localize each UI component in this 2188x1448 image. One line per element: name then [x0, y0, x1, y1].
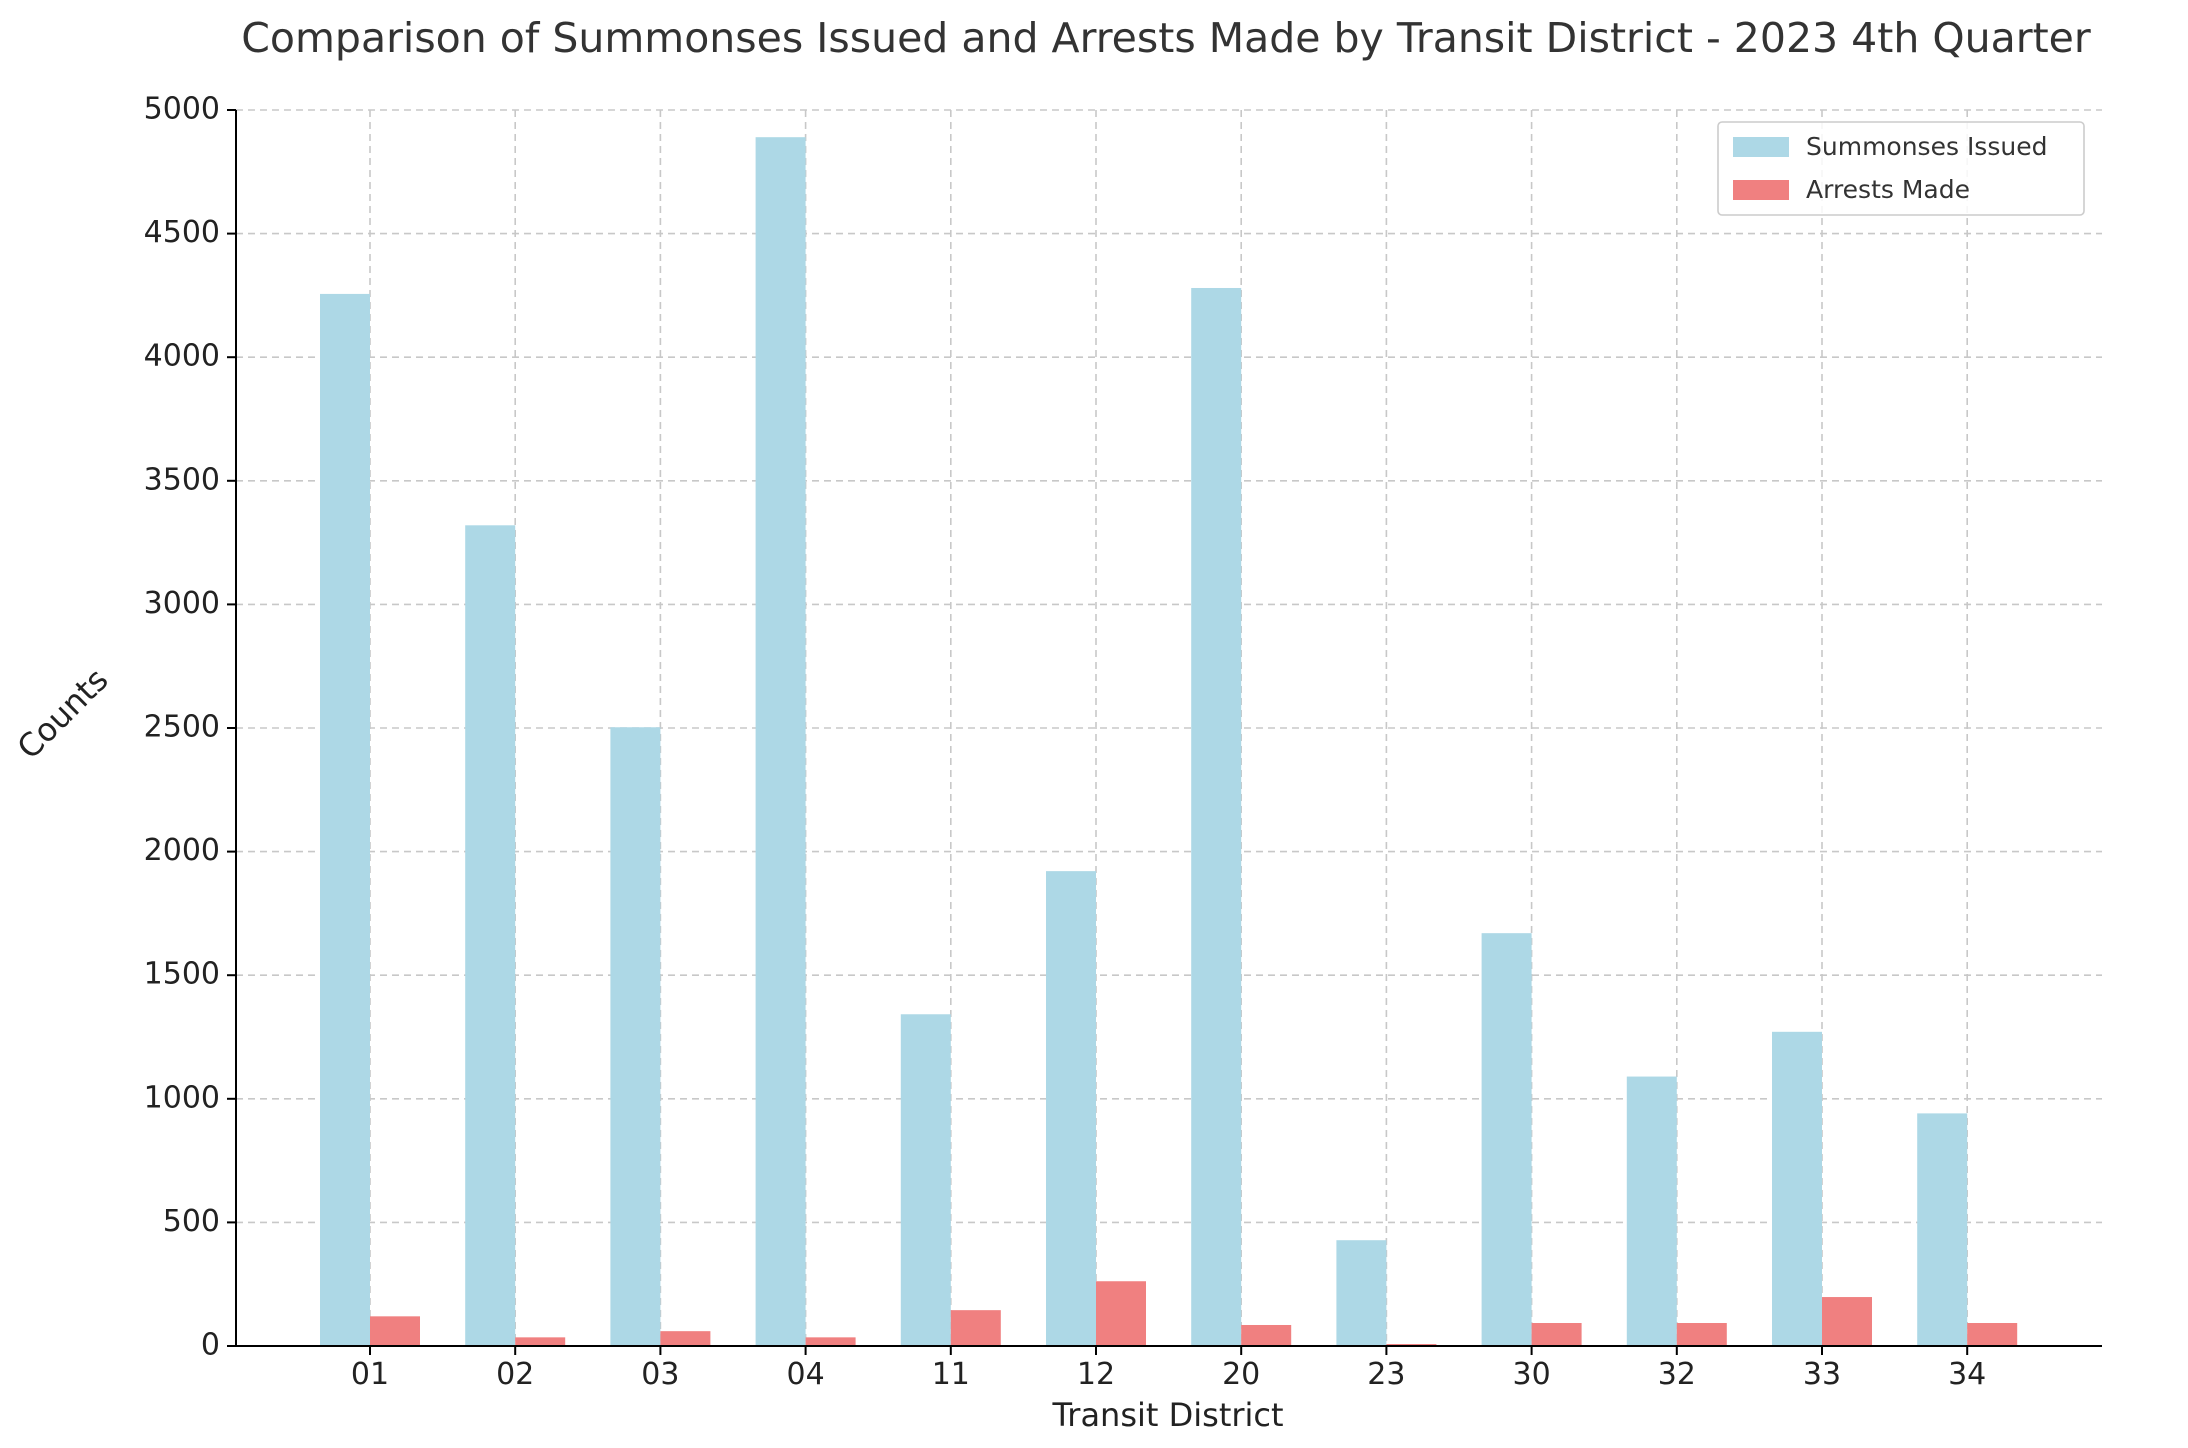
legend-swatch-summonses — [1733, 137, 1789, 157]
bar-summonses-34 — [1917, 1113, 1968, 1346]
bar-arrests-20 — [1241, 1324, 1292, 1346]
y-tick-label-8: 4000 — [144, 339, 220, 374]
legend: Summonses Issued Arrests Made — [1717, 121, 2085, 216]
y-tick-label-0: 0 — [201, 1328, 220, 1363]
bar-arrests-11 — [950, 1310, 1001, 1346]
bar-arrests-33 — [1822, 1297, 1872, 1346]
bar-arrests-30 — [1531, 1323, 1582, 1346]
bar-summonses-23 — [1336, 1240, 1387, 1346]
y-tick-label-6: 3000 — [144, 586, 220, 621]
bar-arrests-34 — [1967, 1323, 2018, 1346]
y-tick-label-7: 3500 — [144, 462, 220, 497]
x-axis-label: Transit District — [1051, 1396, 1283, 1434]
y-tick-label-9: 4500 — [144, 215, 220, 250]
chart-title: Comparison of Summonses Issued and Arres… — [241, 14, 2091, 62]
x-tick-label-23: 23 — [1367, 1357, 1405, 1392]
bar-arrests-02 — [515, 1337, 566, 1346]
bar-summonses-03 — [610, 727, 661, 1346]
y-tick-label-2: 1000 — [144, 1080, 220, 1115]
x-tick-label-12: 12 — [1077, 1357, 1115, 1392]
bar-summonses-11 — [900, 1014, 951, 1346]
bar-summonses-30 — [1481, 933, 1532, 1346]
x-tick-label-04: 04 — [787, 1357, 825, 1392]
bar-summonses-32 — [1626, 1076, 1677, 1346]
bar-summonses-01 — [320, 293, 370, 1347]
bars-group — [320, 137, 2018, 1347]
bar-summonses-02 — [465, 525, 516, 1346]
bar-summonses-20 — [1191, 287, 1242, 1346]
x-tick-label-33: 33 — [1803, 1357, 1841, 1392]
x-tick-label-03: 03 — [641, 1357, 679, 1392]
y-tick-label-4: 2000 — [144, 833, 220, 868]
legend-label-arrests: Arrests Made — [1806, 175, 1970, 204]
bar-arrests-04 — [805, 1337, 856, 1346]
bar-arrests-32 — [1676, 1323, 1727, 1346]
x-tick-label-32: 32 — [1658, 1357, 1696, 1392]
bar-summonses-33 — [1772, 1031, 1822, 1346]
legend-box — [1717, 121, 2085, 216]
y-tick-label-1: 500 — [163, 1204, 220, 1239]
legend-swatch-arrests — [1733, 180, 1789, 200]
bar-summonses-12 — [1046, 871, 1096, 1346]
y-tick-label-3: 1500 — [144, 957, 220, 992]
x-tick-label-11: 11 — [932, 1357, 970, 1392]
y-tick-label-5: 2500 — [144, 710, 220, 745]
x-tick-label-01: 01 — [351, 1357, 389, 1392]
bar-arrests-03 — [660, 1331, 711, 1346]
x-tick-label-02: 02 — [496, 1357, 534, 1392]
bar-arrests-12 — [1096, 1281, 1146, 1346]
x-tick-label-34: 34 — [1948, 1357, 1986, 1392]
bar-summonses-04 — [755, 137, 806, 1346]
y-tick-label-10: 5000 — [144, 92, 220, 127]
tick-labels-group: 0 500 1000 1500 2000 2500 3000 3500 4000 4500 5000… — [144, 92, 1987, 1393]
y-axis-label: Counts — [10, 661, 116, 767]
x-tick-label-20: 20 — [1222, 1357, 1260, 1392]
x-tick-label-30: 30 — [1513, 1357, 1551, 1392]
legend-label-summonses: Summonses Issued — [1806, 132, 2047, 161]
bar-arrests-01 — [370, 1316, 420, 1346]
grid-lines — [236, 109, 2102, 1347]
